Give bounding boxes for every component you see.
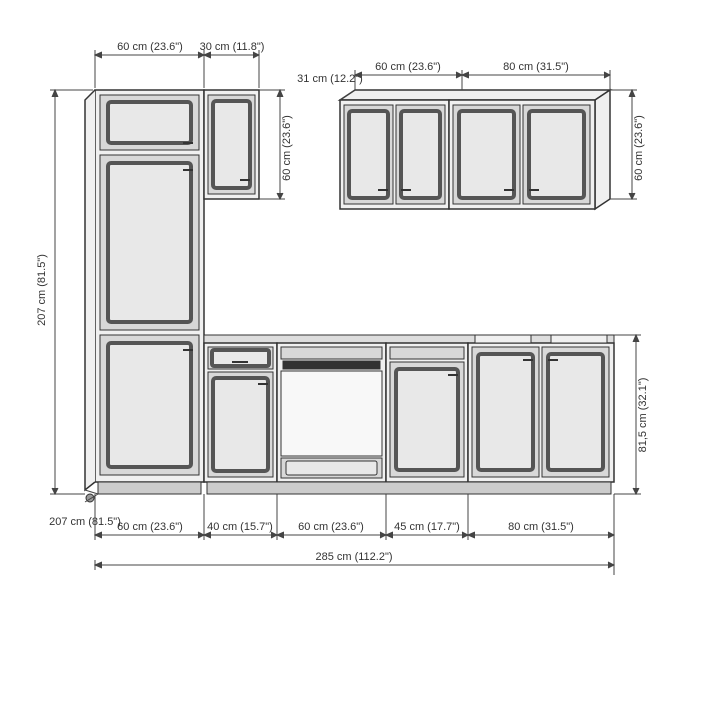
upper-cabinet-small [204, 90, 259, 199]
dim-wall-large: 80 cm (31.5") [462, 61, 610, 90]
svg-text:80 cm (31.5"): 80 cm (31.5") [503, 61, 569, 73]
svg-text:45 cm (17.7"): 45 cm (17.7") [394, 521, 460, 533]
svg-text:60 cm (23.6"): 60 cm (23.6") [117, 521, 183, 533]
dim-bottom-row: 60 cm (23.6") 40 cm (15.7") 60 cm (23.6"… [95, 494, 614, 540]
svg-text:30 cm (11.8"): 30 cm (11.8") [200, 41, 265, 53]
dim-top-tall: 60 cm (23.6") [95, 41, 204, 88]
svg-text:285 cm (112.2"): 285 cm (112.2") [315, 551, 392, 563]
svg-text:60 cm (23.6"): 60 cm (23.6") [633, 115, 645, 181]
tall-cabinet [85, 90, 204, 494]
dim-wall-small: 60 cm (23.6") [355, 61, 462, 90]
svg-text:60 cm (23.6"): 60 cm (23.6") [375, 61, 441, 73]
dim-wall-h: 60 cm (23.6") [610, 90, 645, 199]
dim-depth: 207 cm (81.5") [49, 494, 121, 528]
svg-text:207 cm (81.5"): 207 cm (81.5") [36, 254, 48, 326]
svg-text:31 cm (12.2"): 31 cm (12.2") [297, 73, 363, 85]
dim-base-h: 81,5 cm (32.1") [614, 335, 649, 494]
svg-text:80 cm (31.5"): 80 cm (31.5") [508, 521, 574, 533]
dim-upper-h: 60 cm (23.6") [259, 90, 293, 199]
svg-text:60 cm (23.6"): 60 cm (23.6") [281, 115, 293, 181]
svg-text:60 cm (23.6"): 60 cm (23.6") [298, 521, 364, 533]
svg-text:207 cm (81.5"): 207 cm (81.5") [49, 516, 121, 528]
svg-text:40 cm (15.7"): 40 cm (15.7") [207, 521, 273, 533]
svg-text:81,5 cm (32.1"): 81,5 cm (32.1") [637, 378, 649, 453]
dim-total-w: 285 cm (112.2") [95, 540, 614, 575]
dim-top-upper: 30 cm (11.8") [200, 41, 265, 88]
wall-cabinet-group [340, 90, 610, 209]
svg-text:60 cm (23.6"): 60 cm (23.6") [117, 41, 183, 53]
